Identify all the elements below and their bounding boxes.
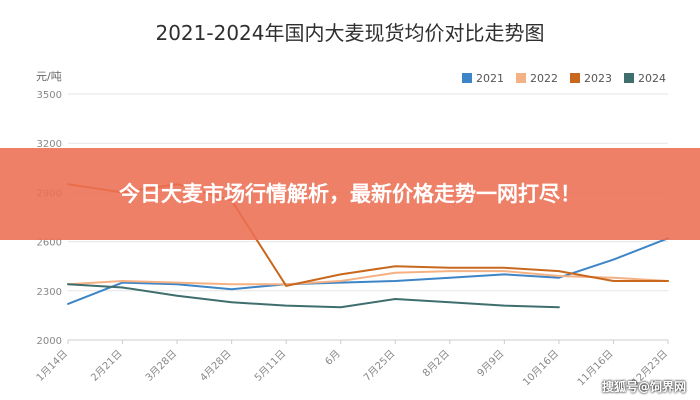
legend-swatch-2024 bbox=[624, 73, 634, 83]
legend: 2021 2022 2023 2024 bbox=[462, 72, 666, 85]
source-watermark: 搜狐号@饲界网 bbox=[601, 380, 686, 394]
y-tick-label: 3200 bbox=[37, 139, 62, 150]
legend-swatch-2021 bbox=[462, 73, 472, 83]
chart-title: 2021-2024年国内大麦现货均价对比走势图 bbox=[155, 21, 544, 45]
legend-label-2023: 2023 bbox=[584, 72, 612, 85]
x-tick-label: 1月14日 bbox=[34, 348, 70, 384]
legend-label-2021: 2021 bbox=[476, 72, 504, 85]
series-line-2022 bbox=[67, 270, 669, 286]
x-tick-label: 6月 bbox=[323, 348, 343, 368]
x-tick-label: 3月28日 bbox=[143, 348, 179, 384]
series-line-2021 bbox=[67, 237, 669, 305]
y-tick-label: 2300 bbox=[37, 287, 62, 298]
series-line-2024 bbox=[67, 283, 560, 309]
x-tick-label: 2月21日 bbox=[89, 348, 125, 384]
headline-banner: 今日大麦市场行情解析，最新价格走势一网打尽！ bbox=[0, 148, 700, 240]
x-tick-label: 10月16日 bbox=[520, 348, 561, 389]
y-tick-label: 2600 bbox=[37, 238, 62, 249]
legend-swatch-2023 bbox=[570, 73, 580, 83]
y-tick-label: 3500 bbox=[37, 90, 62, 101]
legend-label-2024: 2024 bbox=[638, 72, 666, 85]
headline-text: 今日大麦市场行情解析，最新价格走势一网打尽！ bbox=[119, 181, 581, 206]
y-tick-label: 2000 bbox=[37, 336, 62, 347]
series-lines bbox=[67, 183, 669, 309]
x-tick-label: 7月25日 bbox=[361, 348, 397, 384]
y-axis-unit: 元/吨 bbox=[36, 70, 62, 83]
legend-swatch-2022 bbox=[516, 73, 526, 83]
x-tick-label: 9月9日 bbox=[475, 348, 507, 380]
x-axis-ticks: 1月14日 2月21日 3月28日 4月28日 5月11日 6月 7月25日 8月2日 9月9日… bbox=[34, 340, 670, 388]
x-tick-label: 8月2日 bbox=[420, 348, 452, 380]
legend-label-2022: 2022 bbox=[530, 72, 558, 85]
x-tick-label: 5月11日 bbox=[252, 348, 288, 384]
x-tick-label: 4月28日 bbox=[198, 348, 234, 384]
